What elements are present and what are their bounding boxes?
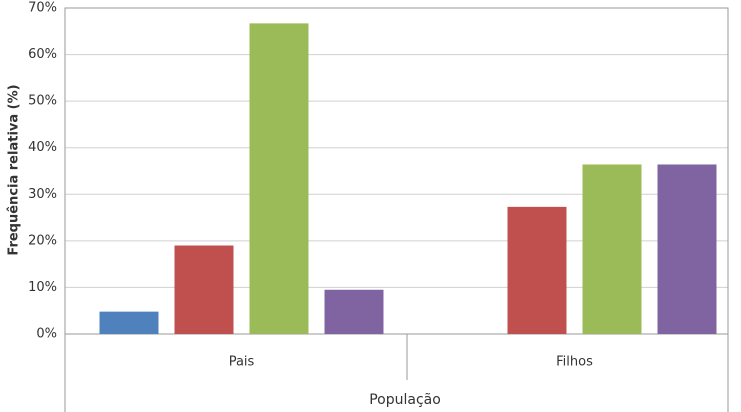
y-tick-label: 0%	[36, 327, 57, 342]
x-axis-label: População	[369, 392, 441, 408]
bar	[324, 289, 384, 334]
bar	[99, 311, 159, 334]
y-tick-label: 40%	[28, 140, 57, 155]
bar	[174, 245, 234, 334]
x-tick-label: Filhos	[556, 355, 593, 370]
plot-frame	[64, 7, 729, 335]
bar	[249, 23, 309, 335]
bar	[657, 164, 717, 334]
y-tick-label: 60%	[28, 47, 57, 62]
y-tick-label: 10%	[28, 280, 57, 295]
y-tick-label: 20%	[28, 233, 57, 248]
x-tick-label: Pais	[229, 355, 255, 370]
bar	[507, 206, 567, 334]
y-tick-label: 70%	[28, 1, 57, 16]
y-tick-label: 30%	[28, 187, 57, 202]
bar	[582, 164, 642, 334]
y-axis-label: Frequência relativa (%)	[7, 84, 22, 255]
y-tick-label: 50%	[28, 94, 57, 109]
